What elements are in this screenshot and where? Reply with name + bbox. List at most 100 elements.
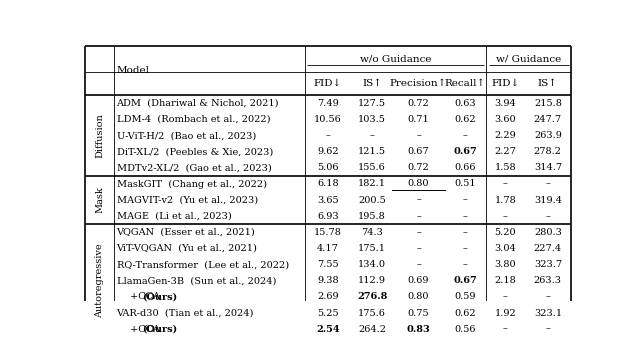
Text: 319.4: 319.4 [534,196,562,204]
Text: MaskGIT  (Chang et al., 2022): MaskGIT (Chang et al., 2022) [116,179,266,189]
Text: 15.78: 15.78 [314,228,342,237]
Text: 0.67: 0.67 [408,147,429,156]
Text: –: – [463,244,467,253]
Text: 215.8: 215.8 [534,99,562,108]
Text: –: – [503,179,508,189]
Text: Autoregressive: Autoregressive [95,243,104,318]
Text: –: – [416,212,421,221]
Text: 7.49: 7.49 [317,99,339,108]
Text: –: – [416,196,421,204]
Text: 314.7: 314.7 [534,163,562,172]
Text: 0.63: 0.63 [454,99,476,108]
Text: w/o Guidance: w/o Guidance [360,54,431,63]
Text: 3.94: 3.94 [495,99,516,108]
Text: 323.7: 323.7 [534,260,562,269]
Text: 1.78: 1.78 [495,196,516,204]
Text: 127.5: 127.5 [358,99,386,108]
Text: 6.18: 6.18 [317,179,339,189]
Text: 2.54: 2.54 [316,325,340,334]
Text: 0.72: 0.72 [408,99,429,108]
Text: Recall↑: Recall↑ [444,79,486,88]
Text: ADM  (Dhariwal & Nichol, 2021): ADM (Dhariwal & Nichol, 2021) [116,99,279,108]
Text: –: – [545,325,550,334]
Text: 10.56: 10.56 [314,115,342,124]
Text: 3.04: 3.04 [495,244,516,253]
Text: 0.62: 0.62 [454,309,476,318]
Text: 323.1: 323.1 [534,309,562,318]
Text: MAGE  (Li et al., 2023): MAGE (Li et al., 2023) [116,212,231,221]
Text: –: – [463,260,467,269]
Text: 6.93: 6.93 [317,212,339,221]
Text: –: – [370,131,374,140]
Text: 0.71: 0.71 [408,115,429,124]
Text: w/ Guidance: w/ Guidance [496,54,561,63]
Text: 2.29: 2.29 [495,131,516,140]
Text: –: – [416,131,421,140]
Text: –: – [463,196,467,204]
Text: 3.65: 3.65 [317,196,339,204]
Text: MAGVIT-v2  (Yu et al., 2023): MAGVIT-v2 (Yu et al., 2023) [116,196,258,204]
Text: +CCA: +CCA [130,292,162,301]
Text: 0.59: 0.59 [454,292,476,301]
Text: –: – [416,260,421,269]
Text: 9.62: 9.62 [317,147,339,156]
Text: 0.80: 0.80 [408,292,429,301]
Text: 0.72: 0.72 [408,163,429,172]
Text: 2.69: 2.69 [317,292,339,301]
Text: –: – [325,131,330,140]
Text: –: – [416,228,421,237]
Text: 3.80: 3.80 [495,260,516,269]
Text: –: – [463,212,467,221]
Text: 276.8: 276.8 [357,292,387,301]
Text: 175.6: 175.6 [358,309,386,318]
Text: (Ours): (Ours) [142,292,177,301]
Text: –: – [545,179,550,189]
Text: –: – [416,244,421,253]
Text: 1.92: 1.92 [495,309,516,318]
Text: 278.2: 278.2 [534,147,562,156]
Text: ViT-VQGAN  (Yu et al., 2021): ViT-VQGAN (Yu et al., 2021) [116,244,257,253]
Text: –: – [503,212,508,221]
Text: 0.51: 0.51 [454,179,476,189]
Text: U-ViT-H/2  (Bao et al., 2023): U-ViT-H/2 (Bao et al., 2023) [116,131,256,140]
Text: 200.5: 200.5 [358,196,386,204]
Text: 195.8: 195.8 [358,212,386,221]
Text: LDM-4  (Rombach et al., 2022): LDM-4 (Rombach et al., 2022) [116,115,270,124]
Text: 121.5: 121.5 [358,147,386,156]
Text: 74.3: 74.3 [361,228,383,237]
Text: FID↓: FID↓ [314,79,342,88]
Text: 0.62: 0.62 [454,115,476,124]
Text: 0.67: 0.67 [453,147,477,156]
Text: 0.80: 0.80 [408,179,429,189]
Text: VQGAN  (Esser et al., 2021): VQGAN (Esser et al., 2021) [116,228,255,237]
Text: Precision↑: Precision↑ [390,79,447,88]
Text: MDTv2-XL/2  (Gao et al., 2023): MDTv2-XL/2 (Gao et al., 2023) [116,163,271,172]
Text: IS↑: IS↑ [538,79,558,88]
Text: 0.67: 0.67 [453,276,477,285]
Text: –: – [463,131,467,140]
Text: FID↓: FID↓ [492,79,520,88]
Text: 0.75: 0.75 [408,309,429,318]
Text: 4.17: 4.17 [317,244,339,253]
Text: DiT-XL/2  (Peebles & Xie, 2023): DiT-XL/2 (Peebles & Xie, 2023) [116,147,273,156]
Text: 263.9: 263.9 [534,131,562,140]
Text: (Ours): (Ours) [142,325,177,334]
Text: 155.6: 155.6 [358,163,386,172]
Text: –: – [503,325,508,334]
Text: +CCA: +CCA [130,325,162,334]
Text: 5.25: 5.25 [317,309,339,318]
Text: 112.9: 112.9 [358,276,386,285]
Text: 263.3: 263.3 [534,276,562,285]
Text: Mask: Mask [95,187,104,214]
Text: 264.2: 264.2 [358,325,386,334]
Text: 0.83: 0.83 [406,325,431,334]
Text: –: – [463,228,467,237]
Text: 280.3: 280.3 [534,228,562,237]
Text: VAR-d30  (Tian et al., 2024): VAR-d30 (Tian et al., 2024) [116,309,254,318]
Text: 7.55: 7.55 [317,260,339,269]
Text: 3.60: 3.60 [495,115,516,124]
Text: RQ-Transformer  (Lee et al., 2022): RQ-Transformer (Lee et al., 2022) [116,260,289,269]
Text: Model: Model [116,66,150,75]
Text: 182.1: 182.1 [358,179,386,189]
Text: 247.7: 247.7 [534,115,562,124]
